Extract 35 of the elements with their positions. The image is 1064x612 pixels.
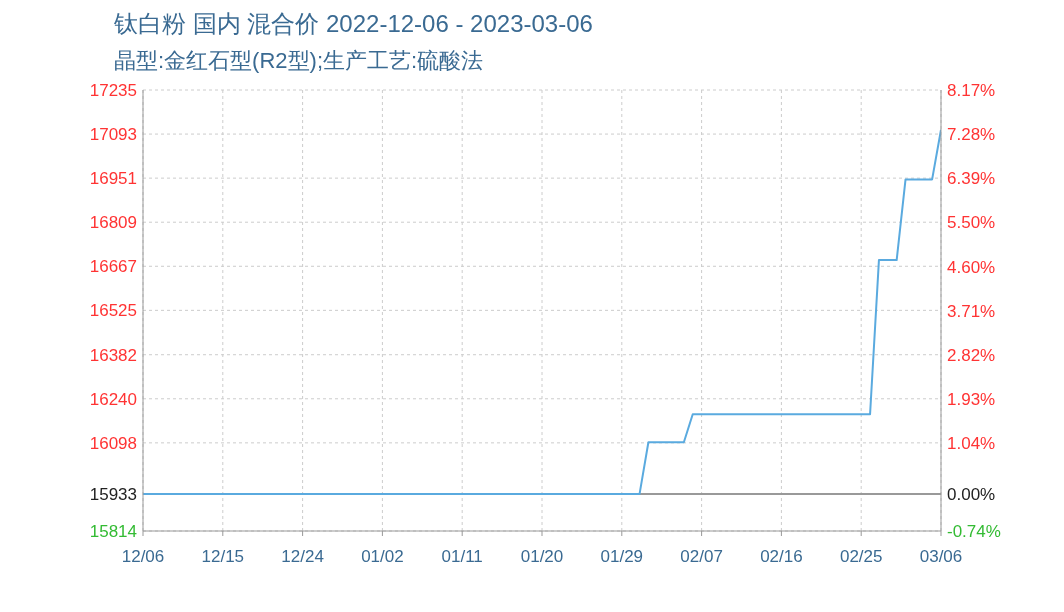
x-tick-label: 01/11	[441, 547, 483, 567]
y-tick-label: 16098	[89, 433, 137, 453]
x-tick-label: 12/24	[281, 547, 324, 567]
y2-tick-label: 8.17%	[947, 81, 996, 100]
y-tick-label: 16525	[89, 301, 137, 321]
y-tick-label: 15933	[89, 485, 137, 505]
y-tick-label: 16240	[89, 389, 137, 409]
x-tick-label: 01/29	[600, 547, 644, 567]
x-tick-label: 02/25	[839, 547, 883, 567]
y-tick-label: 17093	[89, 125, 137, 145]
y2-tick-label: 3.71%	[947, 301, 996, 321]
y-tick-label: 16667	[89, 257, 137, 277]
chart-subtitle: 晶型:金红石型(R2型);生产工艺:硫酸法	[114, 47, 484, 75]
y-tick-label: 17235	[89, 81, 137, 100]
y2-tick-label: 1.04%	[947, 433, 996, 453]
x-tick-label: 02/07	[680, 547, 723, 567]
y2-tick-label: 0.00%	[947, 485, 996, 505]
y2-tick-label: 5.50%	[947, 213, 996, 233]
y-tick-label: 16382	[89, 345, 137, 365]
y-tick-label: 16809	[89, 213, 137, 233]
x-tick-label: 01/02	[361, 547, 404, 567]
y2-tick-label: 7.28%	[947, 125, 996, 145]
y-tick-label: 16951	[89, 169, 137, 189]
y2-tick-label: 1.93%	[947, 389, 996, 409]
x-tick-label: 02/16	[760, 547, 803, 567]
y2-tick-label: 2.82%	[947, 345, 996, 365]
chart-title: 钛白粉 国内 混合价 2022-12-06 - 2023-03-06	[114, 9, 593, 39]
y2-tick-label: 4.60%	[947, 257, 996, 277]
x-tick-label: 01/20	[520, 547, 564, 567]
y-tick-label: 15814	[89, 522, 137, 541]
y2-tick-label: 6.39%	[947, 169, 996, 189]
x-tick-label: 12/15	[201, 547, 245, 567]
y2-tick-label: -0.74%	[947, 522, 1001, 541]
x-tick-label: 03/06	[919, 547, 963, 567]
x-tick-label: 12/06	[121, 547, 165, 567]
